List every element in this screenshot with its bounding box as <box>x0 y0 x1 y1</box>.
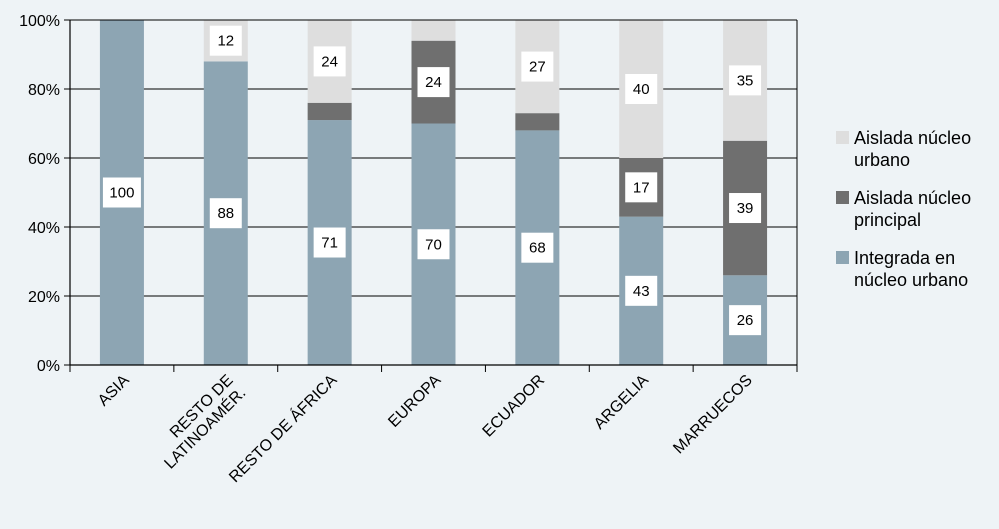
data-label: 71 <box>321 235 338 252</box>
legend-label-line: núcleo urbano <box>854 270 968 290</box>
category-label: MARRUECOS <box>670 372 756 458</box>
category-label: RESTO DELATINOAMÉR. <box>149 372 250 473</box>
y-tick-label: 40% <box>28 220 60 237</box>
legend-label-line: Aislada núcleo <box>854 188 971 208</box>
data-label: 68 <box>529 240 546 257</box>
data-label: 43 <box>633 283 650 300</box>
legend-label: Integrada en núcleo urbano <box>854 248 968 290</box>
data-label-box <box>102 177 141 208</box>
category-label-line: RESTO DE ÁFRICA <box>225 370 341 486</box>
data-label-box <box>313 46 346 77</box>
y-tick-label: 20% <box>28 289 60 306</box>
legend-label: Aislada núcleo principal <box>854 188 971 230</box>
bar-segment <box>515 113 560 131</box>
category-label: RESTO DE ÁFRICA <box>225 370 341 486</box>
data-label-box <box>625 74 658 104</box>
data-label-box <box>729 305 762 336</box>
data-label-box <box>313 227 346 258</box>
data-label-box <box>729 193 762 224</box>
category-label: ASIA <box>95 372 133 410</box>
data-label: 35 <box>737 72 754 89</box>
data-label: 26 <box>737 312 754 329</box>
category-label: ECUADOR <box>480 372 549 441</box>
bar-segment <box>307 102 352 121</box>
legend-swatch <box>836 191 849 204</box>
category-label-line: ARGELIA <box>591 372 652 433</box>
data-label-box <box>417 67 450 98</box>
data-label-box <box>729 65 762 96</box>
data-label: 100 <box>109 185 134 202</box>
data-label: 39 <box>737 200 754 217</box>
legend-label-line: Integrada en <box>854 248 955 268</box>
legend-label-line: Aislada núcleo <box>854 128 971 148</box>
legend-label-line: principal <box>854 210 921 230</box>
data-label-box <box>625 172 658 203</box>
data-label: 27 <box>529 59 546 76</box>
legend-swatch <box>836 131 849 144</box>
category-label-line: ASIA <box>95 372 133 410</box>
data-label: 24 <box>321 53 338 70</box>
category-label-line: ECUADOR <box>480 372 549 441</box>
data-labels: 100 88 12 71 24 70 24 68 27 43 17 40 26 39 35 <box>102 25 762 336</box>
bar-segment <box>411 20 456 41</box>
data-label: 17 <box>633 179 650 196</box>
data-label: 88 <box>217 205 234 222</box>
y-tick-label: 0% <box>37 358 60 375</box>
data-label-box <box>521 51 554 82</box>
legend-swatch <box>836 251 849 264</box>
y-tick-label: 100% <box>19 13 60 30</box>
data-label: 40 <box>633 81 650 98</box>
y-tick-label: 60% <box>28 151 60 168</box>
category-label-line: MARRUECOS <box>670 372 756 458</box>
y-tick-label: 80% <box>28 82 60 99</box>
data-label-box <box>625 275 658 306</box>
data-label-box <box>521 232 554 263</box>
data-label-box <box>209 25 242 56</box>
category-label: ARGELIA <box>591 372 652 433</box>
data-label: 24 <box>425 74 442 91</box>
data-label: 12 <box>217 33 234 50</box>
legend-label-line: urbano <box>854 150 910 170</box>
data-label-box <box>209 198 242 229</box>
category-label-line: EUROPA <box>385 372 444 431</box>
category-label: EUROPA <box>385 372 444 431</box>
data-label: 70 <box>425 236 442 253</box>
legend-label: Aislada núcleo urbano <box>854 128 971 170</box>
data-label-box <box>417 229 450 260</box>
